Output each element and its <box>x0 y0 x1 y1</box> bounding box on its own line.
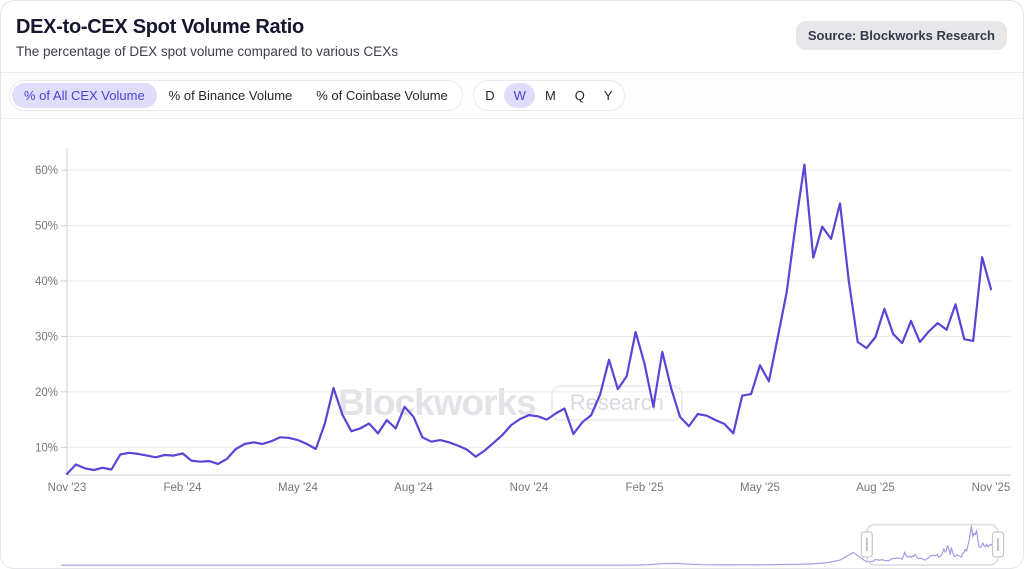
x-tick-label: Nov '23 <box>48 482 87 494</box>
chart-area: Blockworks Research 10% 20% 30% 40% 50% 60% No… <box>1 119 1024 569</box>
page-subtitle: The percentage of DEX spot volume compar… <box>16 44 398 59</box>
y-axis-labels: 10% 20% 30% 40% 50% 60% <box>35 165 58 454</box>
x-tick-label: Aug '25 <box>856 482 895 494</box>
gridlines <box>67 169 1011 448</box>
main-series-line <box>65 163 993 475</box>
tab-binance-volume[interactable]: % of Binance Volume <box>157 83 305 108</box>
interval-tab-group: D W M Q Y <box>472 80 626 111</box>
x-tick-label: Nov '24 <box>510 482 549 494</box>
x-tick-label: Aug '24 <box>394 482 433 494</box>
source-badge: Source: Blockworks Research <box>795 21 1007 50</box>
y-tick-label: 60% <box>35 165 58 177</box>
x-tick-label: Nov '25 <box>972 482 1011 494</box>
tab-coinbase-volume[interactable]: % of Coinbase Volume <box>304 83 460 108</box>
y-tick-label: 50% <box>35 221 58 233</box>
interval-tab-weekly[interactable]: W <box>504 83 536 108</box>
y-tick-label: 30% <box>35 331 58 343</box>
page-title: DEX-to-CEX Spot Volume Ratio <box>16 16 304 38</box>
chart-canvas[interactable]: 10% 20% 30% 40% 50% 60% Nov '23 Feb '24 May '24 A… <box>1 119 1024 569</box>
y-tick-label: 10% <box>35 442 58 454</box>
x-tick-label: Feb '25 <box>626 482 664 494</box>
card-header: DEX-to-CEX Spot Volume Ratio The percent… <box>1 1 1023 72</box>
controls-row: % of All CEX Volume % of Binance Volume … <box>1 72 1023 119</box>
x-axis-labels: Nov '23 Feb '24 May '24 Aug '24 Nov '24 Feb '… <box>48 482 1011 494</box>
interval-tab-yearly[interactable]: Y <box>594 83 622 108</box>
navigator-line <box>61 525 999 566</box>
y-tick-label: 20% <box>35 387 58 399</box>
y-tick-label: 40% <box>35 276 58 288</box>
interval-tab-daily[interactable]: D <box>476 83 504 108</box>
navigator-handle-right[interactable] <box>991 531 1005 558</box>
x-tick-label: May '25 <box>740 482 780 494</box>
interval-tab-quarterly[interactable]: Q <box>565 83 594 108</box>
x-tick-label: Feb '24 <box>164 482 203 494</box>
x-tick-label: May '24 <box>278 482 319 494</box>
interval-tab-monthly[interactable]: M <box>535 83 565 108</box>
series-tab-group: % of All CEX Volume % of Binance Volume … <box>9 80 463 111</box>
navigator-handle-left[interactable] <box>860 531 873 558</box>
tab-all-cex-volume[interactable]: % of All CEX Volume <box>12 83 157 108</box>
